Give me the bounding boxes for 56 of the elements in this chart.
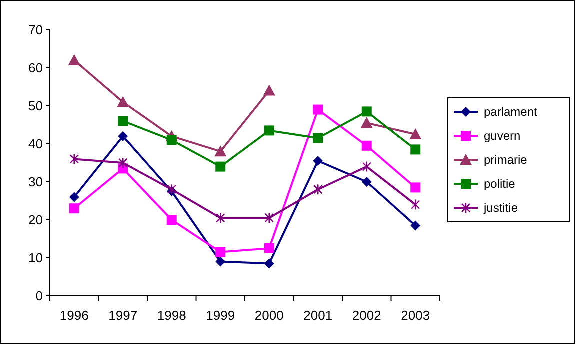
point bbox=[118, 116, 128, 126]
x-tick-label: 1996 bbox=[60, 308, 89, 323]
y-tick-label: 70 bbox=[28, 22, 43, 38]
legend-label: primarie bbox=[484, 153, 528, 168]
point bbox=[313, 104, 324, 115]
point bbox=[216, 256, 226, 267]
point bbox=[263, 84, 276, 96]
point bbox=[166, 135, 177, 146]
point bbox=[167, 184, 177, 196]
x-tick-label: 2003 bbox=[401, 308, 430, 323]
point bbox=[264, 258, 274, 269]
point bbox=[360, 117, 373, 128]
y-tick-label: 0 bbox=[36, 288, 43, 304]
point bbox=[216, 247, 226, 258]
point bbox=[362, 161, 372, 172]
point bbox=[313, 133, 324, 144]
point bbox=[118, 157, 128, 169]
point bbox=[68, 54, 80, 66]
legend-label: justitie bbox=[483, 201, 518, 216]
point bbox=[410, 220, 421, 231]
point bbox=[264, 244, 274, 254]
point bbox=[362, 177, 372, 187]
point bbox=[69, 204, 80, 214]
y-tick-label: 30 bbox=[28, 174, 43, 190]
y-tick-label: 10 bbox=[28, 250, 43, 266]
y-tick-label: 40 bbox=[28, 136, 43, 152]
point bbox=[264, 212, 274, 224]
point bbox=[362, 140, 372, 151]
point bbox=[70, 154, 80, 165]
point bbox=[264, 126, 274, 136]
point bbox=[69, 192, 80, 202]
point bbox=[216, 212, 226, 224]
x-tick-label: 2001 bbox=[304, 308, 333, 323]
legend-label: politie bbox=[484, 177, 516, 192]
x-tick-label: 1997 bbox=[108, 308, 138, 323]
point bbox=[117, 96, 130, 108]
y-tick-label: 60 bbox=[28, 60, 43, 76]
point bbox=[410, 144, 421, 155]
point bbox=[216, 162, 226, 172]
y-tick-label: 50 bbox=[28, 98, 43, 114]
point bbox=[313, 184, 323, 196]
x-tick-label: 1999 bbox=[206, 308, 236, 323]
point bbox=[362, 106, 372, 117]
legend-label: guvern bbox=[484, 129, 521, 144]
point bbox=[313, 156, 324, 166]
point bbox=[214, 146, 227, 157]
legend-label: parlament bbox=[484, 105, 538, 120]
x-tick-label: 2000 bbox=[254, 308, 284, 323]
point bbox=[410, 182, 421, 193]
point bbox=[118, 131, 128, 142]
x-tick-label: 1998 bbox=[157, 308, 186, 323]
point bbox=[410, 199, 420, 210]
point bbox=[166, 215, 177, 225]
point bbox=[410, 128, 422, 140]
y-tick-label: 20 bbox=[28, 212, 43, 228]
x-tick-label: 2002 bbox=[352, 308, 382, 323]
